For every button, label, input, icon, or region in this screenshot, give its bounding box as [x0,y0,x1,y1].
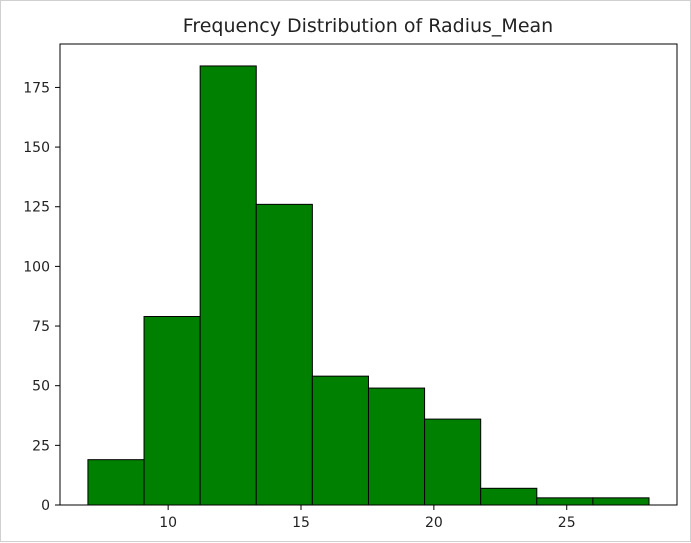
y-tick-label: 0 [41,498,50,514]
histogram-bar [255,203,313,506]
plot-area-frame [59,43,678,506]
histogram-bar [87,459,145,506]
histogram-bar [143,315,201,506]
y-tick-label: 175 [23,80,50,96]
y-tick-label: 150 [23,140,50,156]
y-tick-label: 125 [23,200,50,216]
y-tick-label: 25 [32,438,50,454]
histogram-bar [424,418,482,506]
chart-title: Frequency Distribution of Radius_Mean [183,15,553,37]
y-tick-label: 100 [23,259,50,275]
bars-group [87,65,650,506]
histogram-bar [199,65,257,506]
x-tick-label: 25 [558,515,576,531]
x-axis: 10 15 20 25 [159,505,576,531]
x-tick-label: 15 [292,515,310,531]
y-axis: 0 25 50 75 100 125 150 175 [23,80,60,514]
histogram-bar [480,487,538,506]
y-tick-label: 50 [32,379,50,395]
x-tick-label: 10 [159,515,177,531]
y-tick-label: 75 [32,319,50,335]
histogram-bar [367,387,426,506]
histogram-bar [592,497,650,506]
x-tick-label: 20 [425,515,443,531]
histogram-bar [311,375,369,506]
histogram-bar [536,497,594,506]
